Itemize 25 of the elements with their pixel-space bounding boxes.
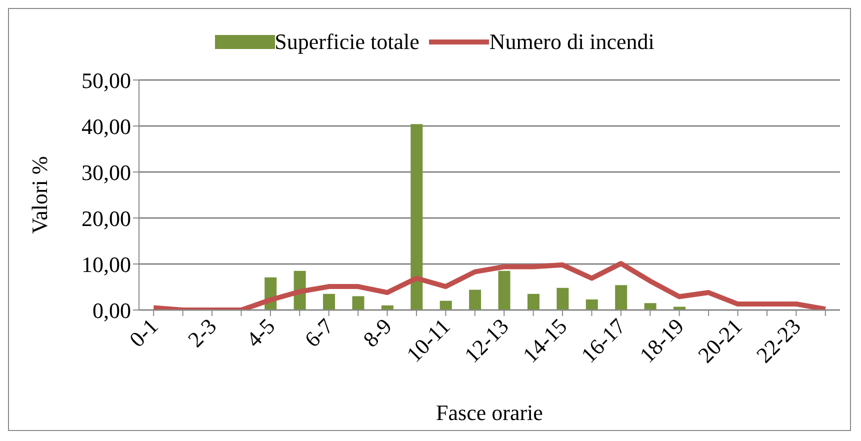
y-tick-label: 40,00 [82, 114, 131, 139]
y-tick-label: 10,00 [82, 252, 131, 277]
bar [586, 299, 598, 310]
bar [615, 285, 628, 310]
bar [498, 270, 510, 310]
y-tick-label: 50,00 [82, 68, 131, 93]
bar [556, 288, 569, 310]
x-tick-label: 4-5 [241, 314, 280, 352]
bar [527, 294, 540, 310]
bar [440, 300, 452, 310]
x-axis-title: Fasce orarie [436, 400, 543, 425]
bar [323, 294, 336, 310]
bar [410, 124, 423, 310]
legend-label: Superficie totale [274, 29, 420, 55]
y-tick-label: 20,00 [82, 206, 131, 231]
y-axis-title: Valori % [26, 156, 52, 234]
bar [469, 290, 482, 310]
x-tick-label: 6-7 [300, 314, 338, 352]
x-tick-label: 8-9 [358, 314, 396, 352]
bar [352, 296, 364, 310]
legend-label: Numero di incendi [489, 29, 654, 55]
y-tick-label: 0,00 [92, 298, 131, 323]
y-tick-label: 30,00 [82, 160, 131, 185]
x-tick-label: 2-3 [182, 314, 222, 352]
bar [644, 303, 656, 310]
